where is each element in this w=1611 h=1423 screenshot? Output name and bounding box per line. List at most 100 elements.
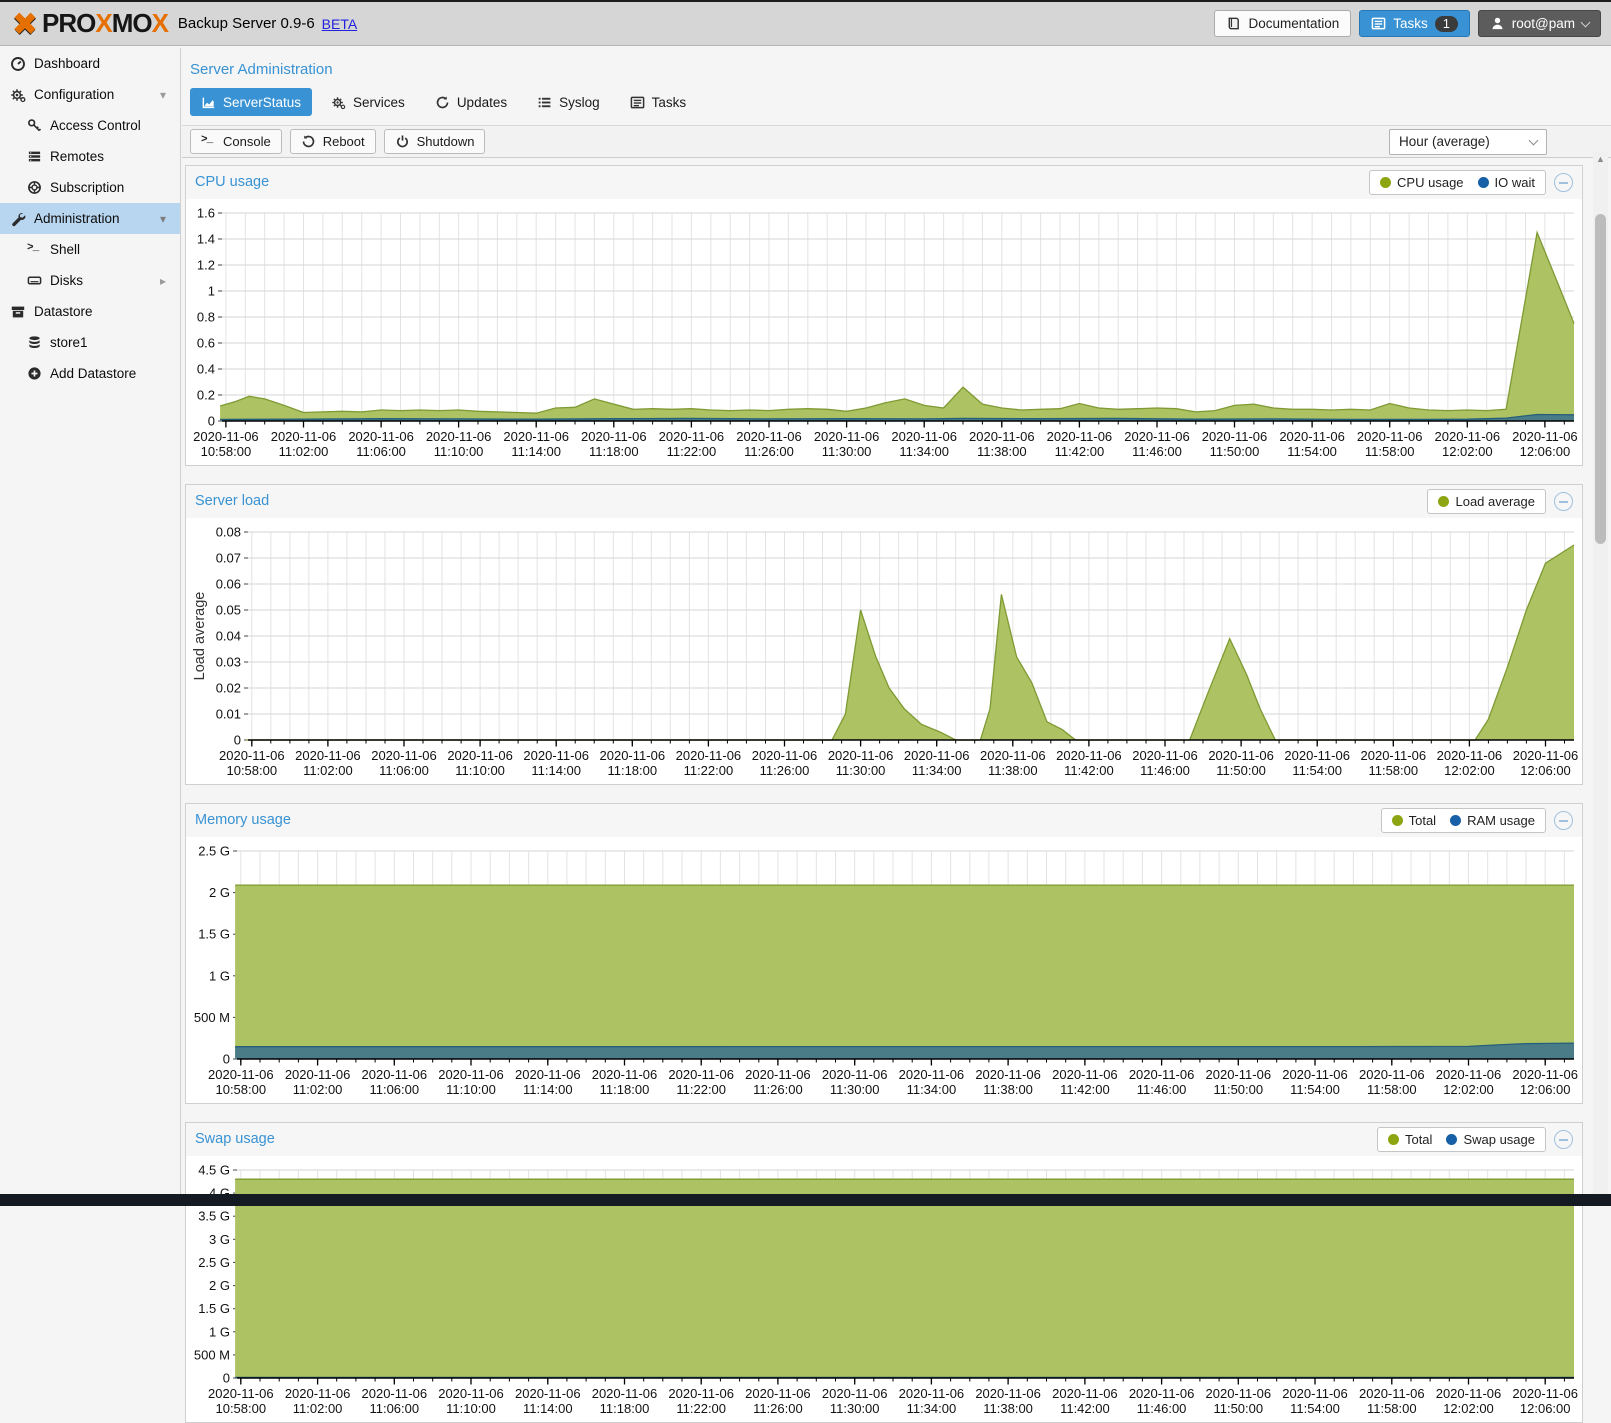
chart-legend[interactable]: Total RAM usage <box>1380 808 1546 833</box>
sidebar-item-access-control[interactable]: Access Control <box>0 110 180 141</box>
tab-syslog[interactable]: Syslog <box>526 88 611 116</box>
svg-text:11:34:00: 11:34:00 <box>907 1401 957 1416</box>
legend-item[interactable]: Total <box>1391 813 1436 828</box>
svg-text:1: 1 <box>208 284 215 299</box>
sidebar-item-configuration[interactable]: Configuration ▾ <box>0 79 180 110</box>
svg-text:2020-11-06: 2020-11-06 <box>1052 1386 1118 1401</box>
console-button[interactable]: >_ Console <box>190 129 282 154</box>
tab-label: Updates <box>456 94 508 110</box>
svg-text:0: 0 <box>223 1052 230 1067</box>
svg-text:500 M: 500 M <box>194 1010 230 1025</box>
collapse-panel-icon[interactable] <box>1554 1130 1573 1149</box>
svg-text:11:38:00: 11:38:00 <box>983 1401 1033 1416</box>
gears-icon <box>10 87 26 103</box>
bottom-edge-strip <box>0 1194 1611 1206</box>
svg-text:2020-11-06: 2020-11-06 <box>581 429 647 444</box>
tab-serverstatus[interactable]: ServerStatus <box>190 88 313 116</box>
svg-text:2020-11-06: 2020-11-06 <box>975 1067 1041 1082</box>
legend-item[interactable]: CPU usage <box>1380 175 1464 190</box>
sidebar-item-label: Access Control <box>50 118 141 133</box>
collapse-panel-icon[interactable] <box>1554 492 1573 511</box>
shutdown-label: Shutdown <box>416 134 475 149</box>
scroll-up-arrow[interactable]: ▲ <box>1596 154 1605 164</box>
console-label: Console <box>223 134 271 149</box>
sidebar-item-subscription[interactable]: Subscription <box>0 172 180 203</box>
legend-item[interactable]: Total <box>1387 1132 1432 1147</box>
svg-text:2020-11-06: 2020-11-06 <box>1513 748 1578 763</box>
svg-text:11:58:00: 11:58:00 <box>1367 1082 1417 1097</box>
chart-legend[interactable]: Total Swap usage <box>1376 1127 1546 1152</box>
sidebar-item-dashboard[interactable]: Dashboard <box>0 48 180 79</box>
svg-text:11:34:00: 11:34:00 <box>912 763 962 778</box>
svg-text:11:54:00: 11:54:00 <box>1290 1082 1340 1097</box>
svg-text:11:14:00: 11:14:00 <box>531 763 581 778</box>
svg-text:2020-11-06: 2020-11-06 <box>1512 429 1578 444</box>
svg-text:2020-11-06: 2020-11-06 <box>348 429 414 444</box>
vertical-scrollbar[interactable]: ▲ <box>1593 152 1608 1194</box>
sidebar-item-add-datastore[interactable]: Add Datastore <box>0 358 180 389</box>
svg-text:2020-11-06: 2020-11-06 <box>1512 1386 1578 1401</box>
chart-legend[interactable]: CPU usage IO wait <box>1369 170 1546 195</box>
reboot-button[interactable]: Reboot <box>289 129 376 154</box>
legend-item[interactable]: Swap usage <box>1446 1132 1535 1147</box>
svg-text:2020-11-06: 2020-11-06 <box>1361 748 1427 763</box>
svg-text:2020-11-06: 2020-11-06 <box>891 429 957 444</box>
panel-title: Server load <box>195 493 270 509</box>
collapse-panel-icon[interactable] <box>1554 811 1573 830</box>
archive-icon <box>10 304 26 320</box>
panel-header: Swap usage Total Swap usage <box>186 1123 1582 1156</box>
tab-tasks[interactable]: Tasks <box>619 88 698 116</box>
legend-item[interactable]: IO wait <box>1477 175 1535 190</box>
svg-text:11:26:00: 11:26:00 <box>744 444 794 459</box>
shutdown-button[interactable]: Shutdown <box>383 129 486 154</box>
sidebar-item-shell[interactable]: >_ Shell <box>0 234 180 265</box>
key-icon <box>27 118 42 133</box>
sidebar-item-administration[interactable]: Administration ▾ <box>0 203 180 234</box>
legend-dot-blue <box>1477 177 1489 188</box>
documentation-label: Documentation <box>1248 16 1340 31</box>
legend-item[interactable]: Load average <box>1438 494 1535 509</box>
tab-updates[interactable]: Updates <box>424 88 518 116</box>
area-chart-icon <box>201 95 216 110</box>
scrollbar-thumb[interactable] <box>1595 214 1606 544</box>
svg-text:11:58:00: 11:58:00 <box>1367 1401 1417 1416</box>
tasks-button[interactable]: Tasks 1 <box>1359 10 1470 37</box>
panel-title: CPU usage <box>195 174 270 190</box>
svg-text:2020-11-06: 2020-11-06 <box>1129 1386 1195 1401</box>
svg-text:2020-11-06: 2020-11-06 <box>362 1067 428 1082</box>
svg-text:2020-11-06: 2020-11-06 <box>1435 429 1501 444</box>
svg-text:2.5 G: 2.5 G <box>198 844 230 859</box>
tasks-label: Tasks <box>1393 16 1428 31</box>
chart-legend[interactable]: Load average <box>1427 489 1546 514</box>
sidebar-item-datastore[interactable]: Datastore <box>0 296 180 327</box>
svg-text:1.5 G: 1.5 G <box>198 1301 230 1316</box>
svg-text:2020-11-06: 2020-11-06 <box>1436 1067 1502 1082</box>
svg-text:2 G: 2 G <box>209 1278 230 1293</box>
svg-text:2020-11-06: 2020-11-06 <box>659 429 725 444</box>
user-menu-button[interactable]: root@pam <box>1477 10 1601 37</box>
documentation-button[interactable]: Documentation <box>1214 10 1352 37</box>
memory-usage-panel: Memory usage Total RAM usage 0 500 M 1 G 1.… <box>185 803 1583 1104</box>
time-range-select[interactable]: Hour (average) <box>1389 128 1547 155</box>
legend-item[interactable]: RAM usage <box>1450 813 1535 828</box>
svg-text:2020-11-06: 2020-11-06 <box>295 748 361 763</box>
svg-text:2020-11-06: 2020-11-06 <box>193 429 259 444</box>
beta-link[interactable]: BETA <box>321 15 358 32</box>
collapse-panel-icon[interactable] <box>1554 173 1573 192</box>
svg-text:11:26:00: 11:26:00 <box>760 763 810 778</box>
svg-text:11:18:00: 11:18:00 <box>600 1082 650 1097</box>
app-header: PROXMOX Backup Server 0.9-6 BETA Documen… <box>0 0 1611 46</box>
sidebar-item-remotes[interactable]: Remotes <box>0 141 180 172</box>
svg-text:2020-11-06: 2020-11-06 <box>745 1067 811 1082</box>
sidebar-item-disks[interactable]: Disks ▸ <box>0 265 180 296</box>
svg-text:11:46:00: 11:46:00 <box>1140 763 1190 778</box>
sidebar: Dashboard Configuration ▾ Access Control… <box>0 48 181 1194</box>
remotes-icon <box>27 149 42 164</box>
tab-services[interactable]: Services <box>320 88 416 116</box>
sidebar-item-store1[interactable]: store1 <box>0 327 180 358</box>
svg-text:2020-11-06: 2020-11-06 <box>523 748 589 763</box>
server-load-panel: Server load Load average 0 0.01 0.02 0.03 0.… <box>185 484 1583 785</box>
panel-title: Swap usage <box>195 1131 275 1147</box>
svg-text:11:30:00: 11:30:00 <box>836 763 886 778</box>
page-title: Server Administration <box>190 61 333 78</box>
